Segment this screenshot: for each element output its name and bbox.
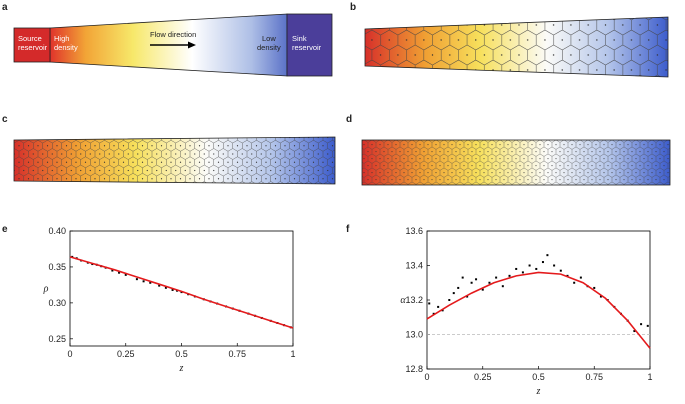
- data-point: [646, 324, 649, 327]
- data-point: [475, 278, 478, 281]
- data-point: [566, 274, 569, 277]
- data-point: [437, 305, 440, 308]
- label: Flow direction: [150, 30, 196, 39]
- x-tick-label: 0.5: [175, 349, 188, 359]
- fit-line: [426, 271, 651, 349]
- x-tick-label: 1: [290, 349, 295, 359]
- data-point: [135, 278, 138, 281]
- x-tick-label: 0.75: [585, 372, 603, 382]
- data-point: [111, 269, 114, 272]
- fit-line: [69, 256, 294, 329]
- data-point: [461, 276, 464, 279]
- data-point: [428, 302, 431, 305]
- data-point: [481, 288, 484, 291]
- data-point: [164, 286, 167, 289]
- x-axis-label: z: [179, 363, 184, 374]
- panel-label: e: [2, 224, 8, 235]
- data-point: [508, 274, 511, 277]
- data-point: [521, 271, 524, 274]
- x-axis-label: z: [536, 386, 541, 397]
- x-tick-label: 1: [647, 372, 652, 382]
- data-point: [466, 295, 469, 298]
- lattice: [13, 136, 336, 185]
- x-tick-label: 0: [67, 349, 72, 359]
- data-point: [452, 292, 455, 295]
- y-axis-label: α: [400, 295, 406, 306]
- lattice: [364, 16, 669, 78]
- y-tick-label: 12.8: [405, 364, 423, 374]
- data-point: [579, 276, 582, 279]
- data-point: [535, 267, 538, 270]
- label: reservoir: [18, 43, 48, 52]
- panel-label: f: [346, 224, 350, 235]
- label: density: [54, 43, 78, 52]
- data-point: [158, 284, 161, 287]
- y-tick-label: 13.0: [405, 330, 423, 340]
- y-tick-label: 0.30: [48, 298, 66, 308]
- schematic: Source reservoir High density Flow direc…: [13, 13, 333, 77]
- data-point: [118, 271, 121, 274]
- x-tick-label: 0.5: [532, 372, 545, 382]
- data-point: [142, 280, 145, 283]
- source-reservoir: [13, 27, 51, 63]
- data-point: [515, 267, 518, 270]
- data-point: [171, 288, 174, 291]
- arrow-head: [188, 41, 196, 49]
- data-point: [441, 309, 444, 312]
- y-tick-label: 13.6: [405, 226, 423, 236]
- label: reservoir: [292, 43, 322, 52]
- data-point: [546, 254, 549, 257]
- lattice: [361, 139, 671, 186]
- data-point: [457, 286, 460, 289]
- data-point: [124, 273, 127, 276]
- label: High: [54, 34, 69, 43]
- lattice-c: [13, 136, 336, 185]
- data-point: [553, 264, 556, 267]
- data-point: [640, 323, 643, 326]
- data-point: [448, 299, 451, 301]
- label: Low: [262, 34, 276, 43]
- y-tick-label: 0.40: [48, 226, 66, 236]
- data-point: [559, 269, 562, 272]
- y-axis-label: ρ: [43, 284, 49, 295]
- sink-reservoir: [286, 13, 333, 77]
- data-point: [599, 295, 602, 298]
- data-point: [149, 281, 152, 284]
- data-point: [501, 285, 504, 288]
- panel-label: d: [346, 114, 352, 125]
- panel-label: b: [350, 2, 356, 13]
- data-point: [633, 330, 636, 333]
- data-point: [541, 261, 544, 264]
- panel-label: c: [2, 114, 8, 125]
- data-point: [528, 264, 531, 267]
- data-point: [488, 281, 491, 284]
- y-tick-label: 13.4: [405, 261, 423, 271]
- label: density: [257, 43, 281, 52]
- panel-label: a: [2, 2, 8, 13]
- lattice-b: [364, 16, 669, 78]
- data-point: [495, 276, 498, 279]
- y-tick-label: 0.35: [48, 262, 66, 272]
- label: Source: [18, 34, 42, 43]
- x-tick-label: 0: [424, 372, 429, 382]
- y-tick-label: 13.2: [405, 295, 423, 305]
- x-tick-label: 0.75: [228, 349, 246, 359]
- x-tick-label: 0.25: [474, 372, 492, 382]
- plot-frame: [69, 230, 294, 347]
- lattice-d: [361, 139, 671, 186]
- data-point: [432, 312, 435, 315]
- data-point: [593, 286, 596, 289]
- data-point: [470, 281, 473, 284]
- label: Sink: [292, 34, 307, 43]
- x-tick-label: 0.25: [117, 349, 135, 359]
- y-tick-label: 0.25: [48, 334, 66, 344]
- data-point: [573, 281, 576, 284]
